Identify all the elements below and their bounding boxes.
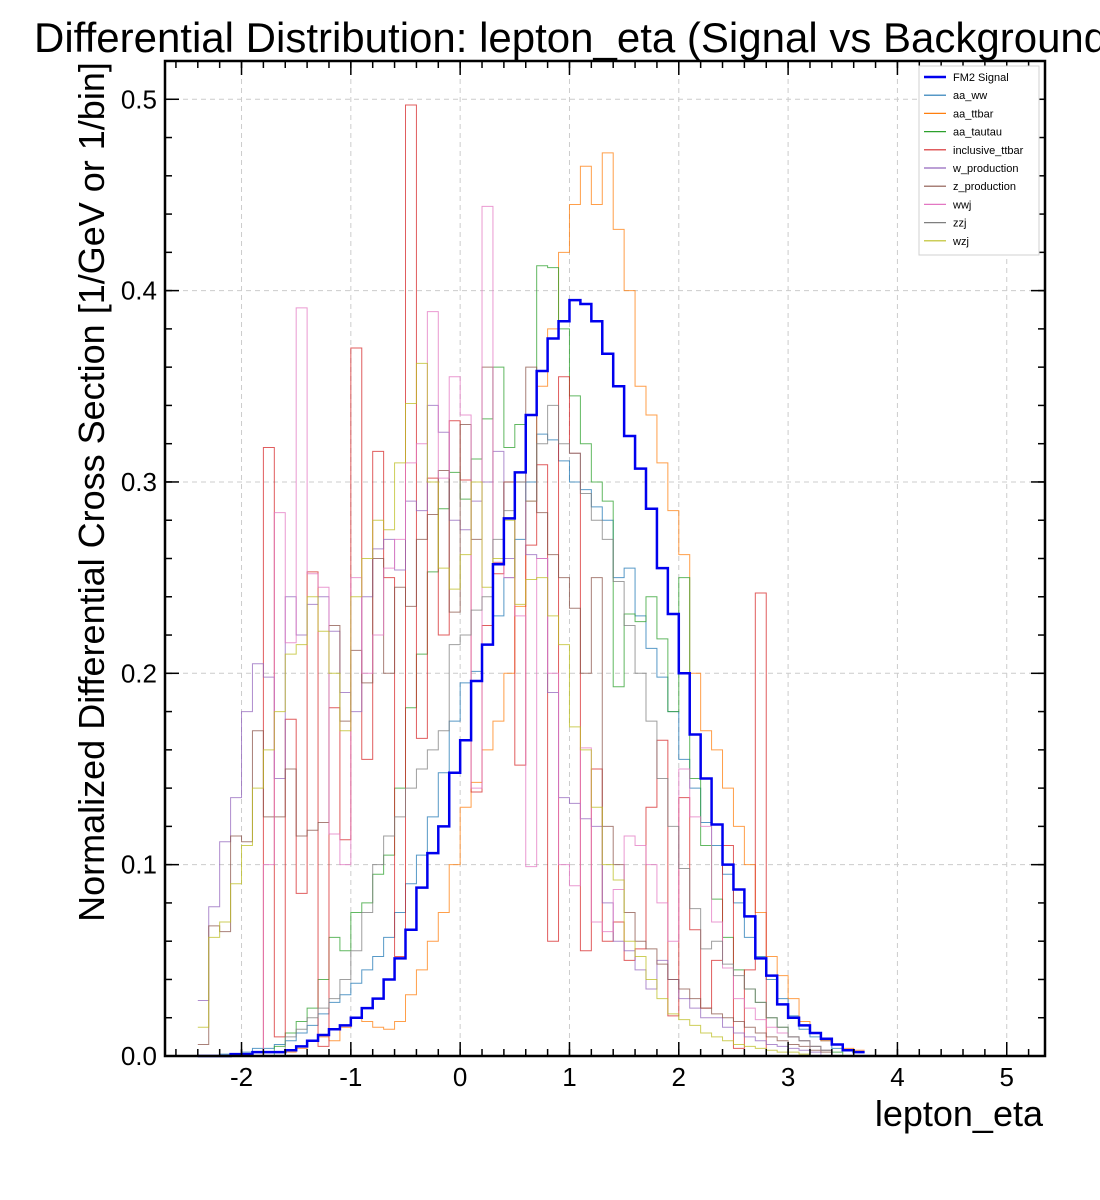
legend-entry-wwj: wwj: [924, 199, 971, 211]
y-axis-title: Normalized Differential Cross Section [1…: [71, 62, 112, 922]
x-tick-label: 2: [672, 1062, 686, 1092]
legend-box: [918, 65, 1040, 256]
x-tick-label: 3: [781, 1062, 795, 1092]
y-tick-label: 0.1: [121, 850, 157, 880]
y-tick-label: 0.3: [121, 467, 157, 497]
legend: FM2 Signal aa_ww aa_ttbar aa_tautau inclusiv…: [918, 65, 1040, 256]
legend-label: zzj: [953, 218, 966, 230]
x-tick-label: 5: [1000, 1062, 1014, 1092]
legend-entry-aa-tautau: aa_tautau: [924, 127, 1002, 139]
legend-entry-inclusive-ttbar: inclusive_ttbar: [924, 145, 1024, 157]
legend-label: wwj: [952, 199, 971, 211]
series-group: [197, 104, 865, 1058]
series-z-production: [197, 366, 865, 1057]
legend-entry-z-production: z_production: [924, 181, 1016, 193]
y-tick-label: 0.4: [121, 276, 157, 306]
series-wzj: [197, 362, 865, 1057]
legend-label: wzj: [952, 236, 969, 248]
legend-entry-w-production: w_production: [924, 163, 1018, 175]
tick-labels: -2 -1 0 1 2 3 4 5 0.0 0.1 0.2 0.3 0.4 0.5: [121, 84, 1014, 1092]
x-tick-label: 4: [890, 1062, 904, 1092]
legend-entry-aa-ww: aa_ww: [924, 90, 987, 102]
x-axis-title: lepton_eta: [875, 1093, 1044, 1134]
series-fm2-signal: [197, 298, 865, 1058]
x-tick-label: 0: [453, 1062, 467, 1092]
legend-label: inclusive_ttbar: [953, 145, 1024, 157]
legend-entry-zzj: zzj: [924, 218, 966, 230]
x-tick-label: 1: [562, 1062, 576, 1092]
legend-entry-fm2-signal: FM2 Signal: [924, 72, 1009, 84]
y-tick-label: 0.2: [121, 658, 157, 688]
legend-entry-aa-ttbar: aa_ttbar: [924, 108, 994, 120]
legend-label: aa_tautau: [953, 127, 1002, 139]
y-tick-label: 0.5: [121, 84, 157, 114]
legend-label: aa_ttbar: [953, 108, 994, 120]
chart-title: Differential Distribution: lepton_eta (S…: [34, 14, 1100, 61]
legend-label: z_production: [953, 181, 1016, 193]
x-tick-label: -1: [339, 1062, 362, 1092]
x-tick-label: -2: [230, 1062, 253, 1092]
y-tick-label: 0.0: [121, 1041, 157, 1071]
series-wwj: [197, 205, 865, 1057]
legend-label: w_production: [952, 163, 1018, 175]
legend-label: aa_ww: [953, 90, 987, 102]
legend-entry-wzj: wzj: [924, 236, 969, 248]
series-zzj: [197, 404, 865, 1057]
legend-label: FM2 Signal: [953, 72, 1009, 84]
